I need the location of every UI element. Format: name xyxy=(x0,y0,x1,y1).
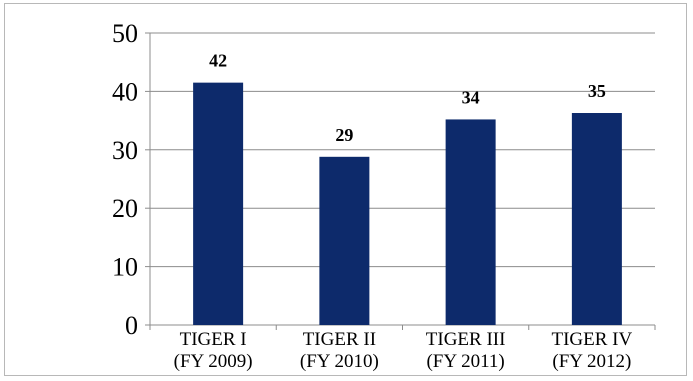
y-tick-label: 10 xyxy=(112,253,138,282)
y-tick-label: 30 xyxy=(112,136,138,165)
x-tick-label: TIGER I xyxy=(180,329,247,350)
x-tick-label: (FY 2010) xyxy=(300,351,379,372)
y-tick-label: 40 xyxy=(112,77,138,106)
y-tick-label: 50 xyxy=(112,19,138,48)
x-tick-label: (FY 2011) xyxy=(426,351,504,372)
data-label: 34 xyxy=(462,87,480,107)
x-tick-label: TIGER II xyxy=(303,329,376,350)
bar[interactable] xyxy=(571,113,622,326)
bar[interactable] xyxy=(445,119,496,325)
x-tick-label: (FY 2009) xyxy=(174,351,253,372)
bar[interactable] xyxy=(193,82,244,325)
bar[interactable] xyxy=(319,156,370,325)
x-tick-label: (FY 2012) xyxy=(552,351,631,372)
data-label: 42 xyxy=(209,51,227,71)
x-tick-label: TIGER IV xyxy=(552,329,633,350)
y-tick-label: 20 xyxy=(112,194,138,223)
y-tick-label: 0 xyxy=(125,311,138,340)
data-label: 35 xyxy=(588,81,606,101)
x-tick-label: TIGER III xyxy=(426,329,506,350)
data-label: 29 xyxy=(335,125,353,145)
